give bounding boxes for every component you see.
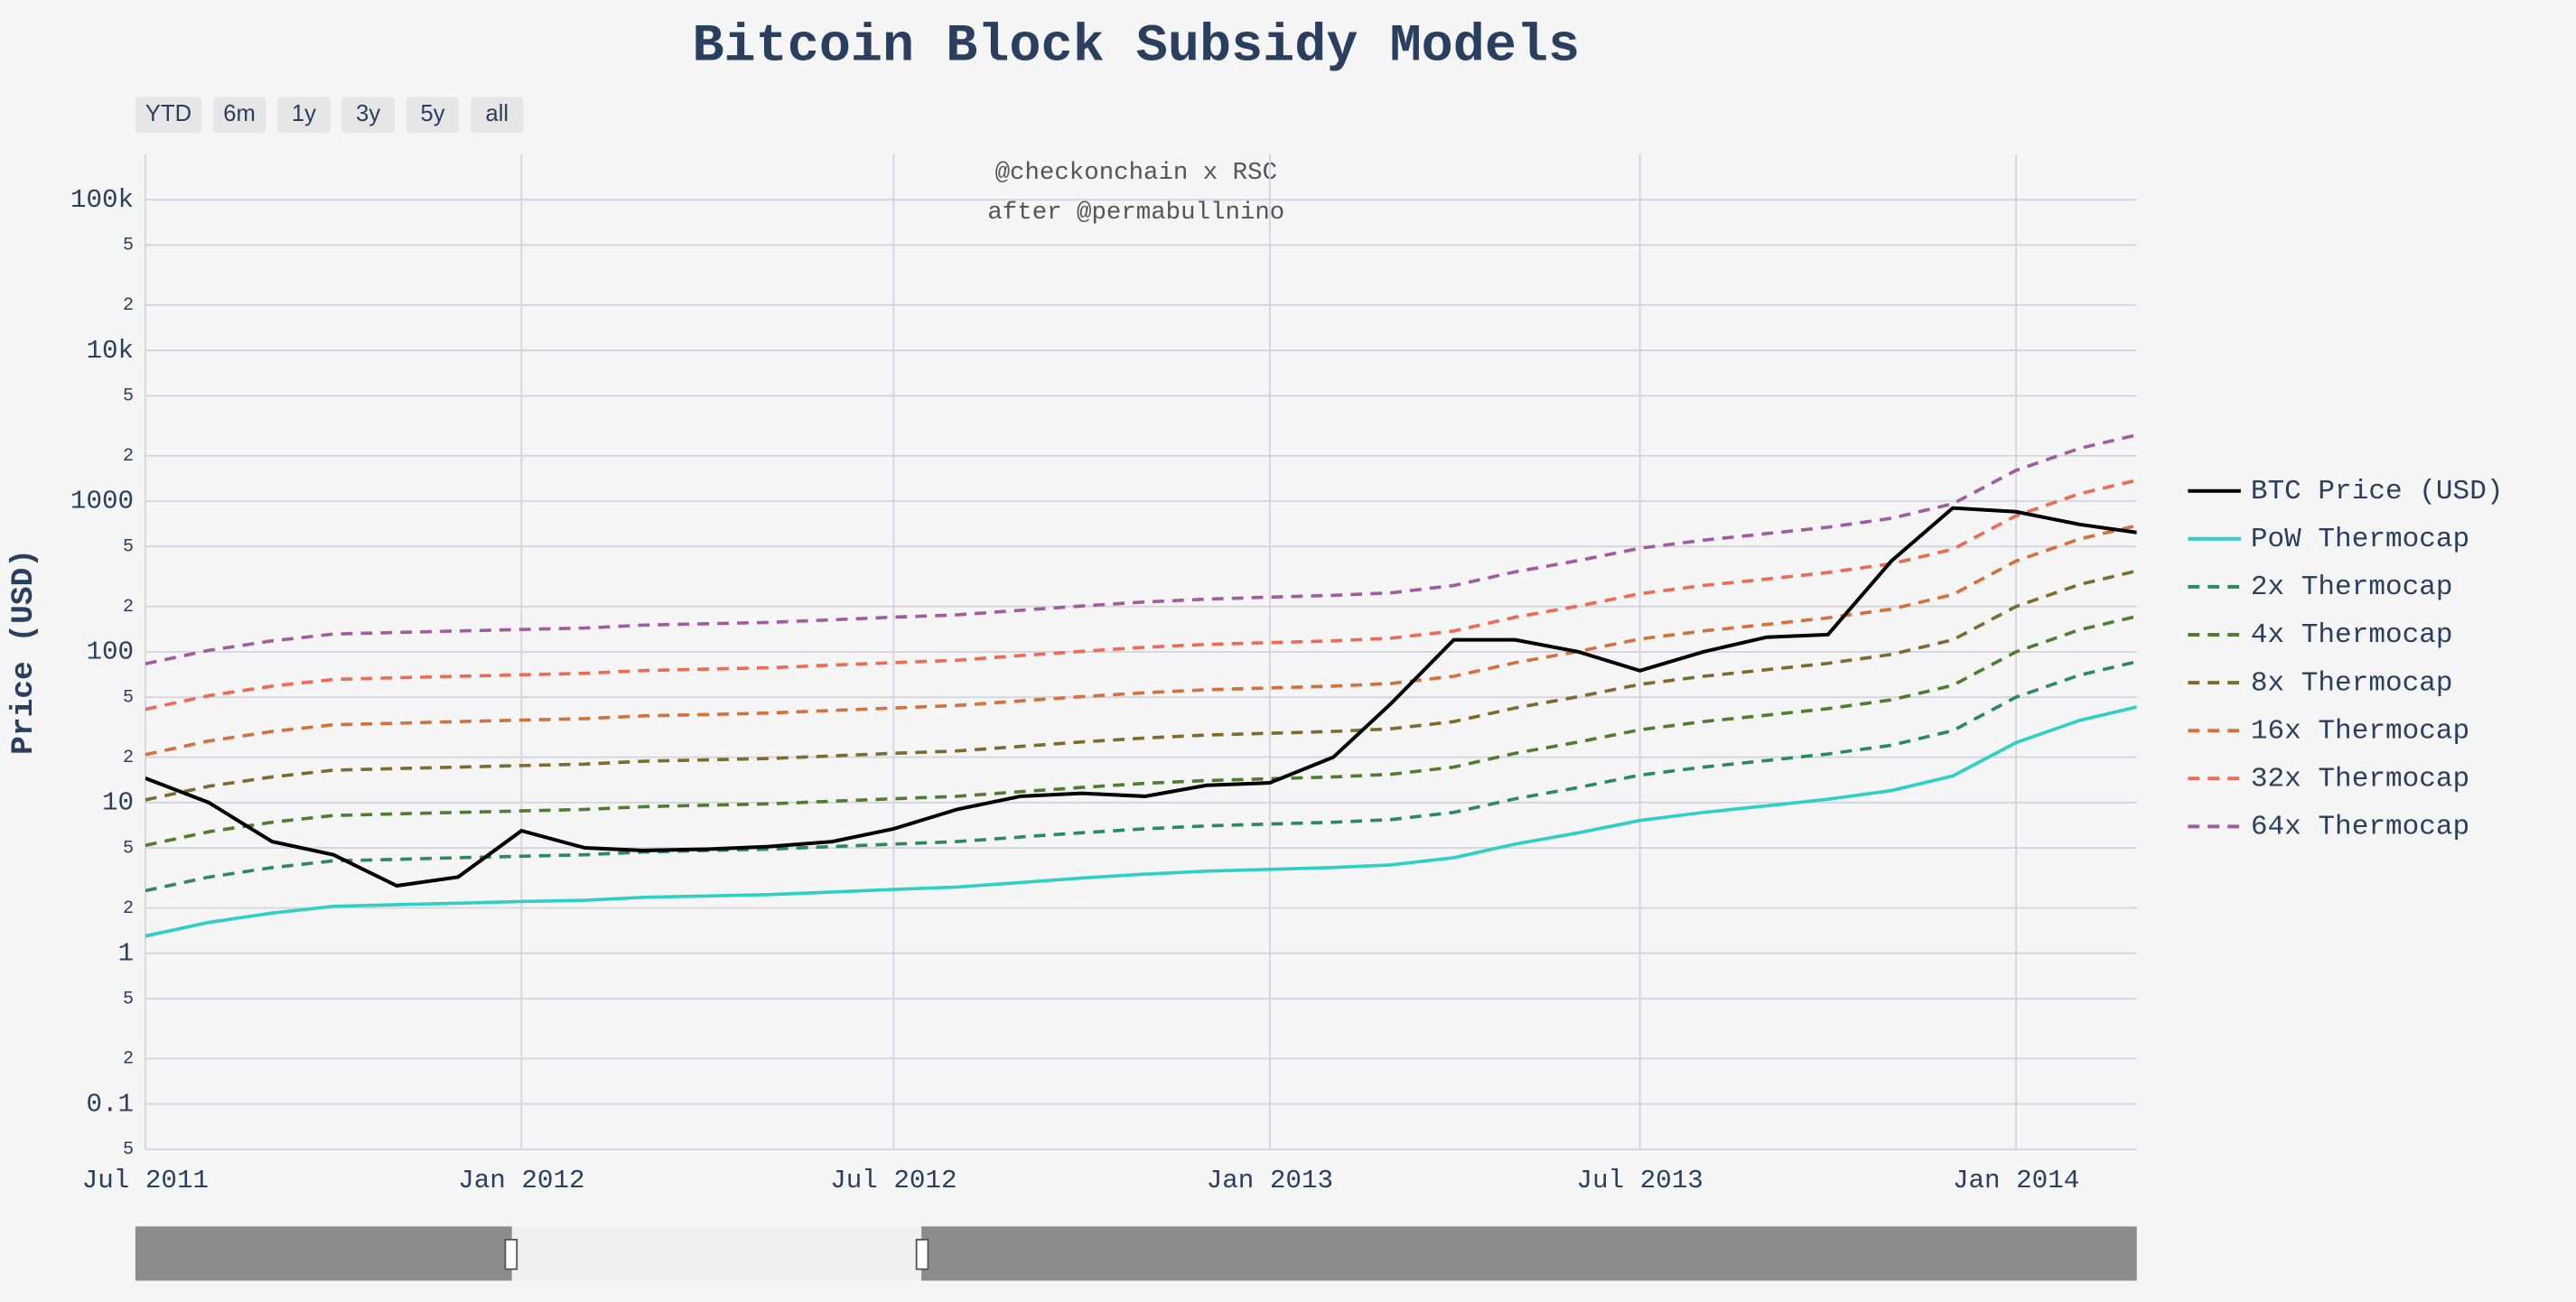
x-tick-label: Jul 2011 — [82, 1166, 209, 1195]
range-slider-mask — [135, 1226, 512, 1281]
range-button-label[interactable]: 6m — [223, 101, 256, 126]
y-tick-label: 5 — [123, 386, 134, 407]
y-tick-label: 100 — [86, 637, 134, 667]
legend-label[interactable]: 64x Thermocap — [2251, 812, 2469, 843]
range-button-label[interactable]: all — [485, 101, 509, 126]
x-tick-label: Jul 2013 — [1576, 1166, 1703, 1195]
y-tick-label: 2 — [123, 295, 134, 316]
series-line — [145, 569, 2137, 802]
x-tick-label: Jul 2012 — [830, 1166, 957, 1195]
y-tick-label: 5 — [123, 236, 134, 256]
range-button[interactable] — [471, 97, 524, 134]
y-tick-label: 10 — [102, 788, 134, 818]
range-button-label[interactable]: 3y — [356, 101, 380, 126]
y-tick-label: 2 — [123, 748, 134, 768]
y-tick-label: 1000 — [70, 487, 134, 516]
range-button-label[interactable]: YTD — [145, 101, 191, 126]
annotation: after @permabullnino — [987, 199, 1284, 227]
y-tick-label: 5 — [123, 537, 134, 558]
series-line — [145, 705, 2137, 938]
x-tick-label: Jan 2014 — [1953, 1166, 2079, 1195]
series-line — [145, 479, 2137, 711]
y-tick-label: 2 — [123, 597, 134, 618]
range-slider-handle[interactable] — [915, 1238, 929, 1270]
y-tick-label: 2 — [123, 1049, 134, 1070]
x-tick-label: Jan 2013 — [1207, 1166, 1333, 1195]
series-line — [145, 524, 2137, 757]
legend-label[interactable]: 16x Thermocap — [2251, 715, 2469, 747]
y-tick-label: 5 — [123, 838, 134, 859]
range-slider-mask — [921, 1226, 2137, 1281]
y-tick-label: 100k — [70, 185, 134, 215]
range-button[interactable] — [135, 97, 202, 134]
plot-lines — [145, 432, 2137, 938]
range-button[interactable] — [406, 97, 460, 134]
x-tick-label: Jan 2012 — [458, 1166, 584, 1195]
y-tick-label: 5 — [123, 687, 134, 708]
legend-label[interactable]: 8x Thermocap — [2251, 667, 2453, 699]
legend-label[interactable]: 32x Thermocap — [2251, 764, 2469, 795]
y-tick-label: 2 — [123, 898, 134, 919]
y-tick-label: 1 — [118, 938, 135, 968]
range-button[interactable] — [212, 97, 266, 134]
series-line — [145, 506, 2137, 888]
range-button[interactable] — [341, 97, 395, 134]
y-tick-label: 5 — [123, 1139, 134, 1160]
legend-label[interactable]: 4x Thermocap — [2251, 619, 2453, 651]
range-button[interactable] — [277, 97, 331, 134]
range-button-label[interactable]: 5y — [420, 101, 444, 126]
chart-title: Bitcoin Block Subsidy Models — [692, 15, 1580, 76]
range-button-label[interactable]: 1y — [292, 101, 316, 126]
series-line — [145, 660, 2137, 893]
legend-label[interactable]: BTC Price (USD) — [2251, 476, 2504, 507]
y-tick-label: 0.1 — [86, 1089, 134, 1119]
range-slider-handle[interactable] — [504, 1238, 518, 1270]
annotation: @checkonchain x RSC — [995, 159, 1277, 187]
y-tick-label: 10k — [86, 336, 134, 366]
series-line — [145, 432, 2137, 665]
y-tick-label: 5 — [123, 989, 134, 1009]
series-line — [145, 614, 2137, 848]
legend-label[interactable]: 2x Thermocap — [2251, 572, 2453, 603]
y-tick-label: 2 — [123, 446, 134, 467]
y-axis-title: Price (USD) — [6, 549, 42, 755]
legend-label[interactable]: PoW Thermocap — [2251, 524, 2469, 555]
